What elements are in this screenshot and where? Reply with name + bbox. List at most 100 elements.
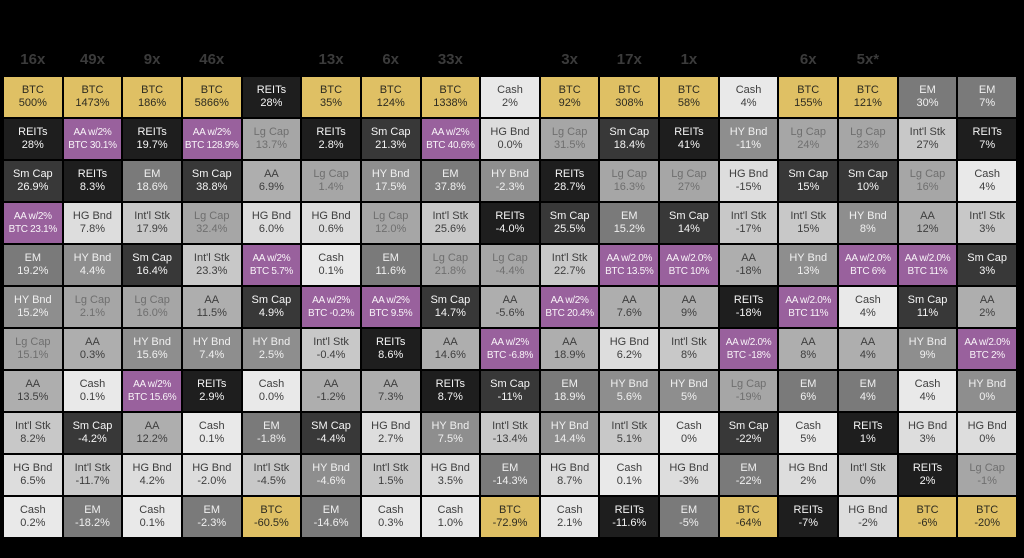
asset-cell-hybnd: HY Bnd 7.5% — [421, 413, 480, 453]
asset-cell-value: 1.4% — [318, 181, 344, 193]
asset-cell-label: REITs — [77, 167, 108, 180]
asset-cell-value: -60.5% — [253, 517, 289, 529]
asset-cell-cash: Cash 4% — [958, 161, 1016, 201]
asset-cell-btc: BTC 121% — [839, 77, 897, 117]
asset-cell-value: 8% — [800, 349, 817, 361]
asset-cell-value: 19.2% — [17, 265, 49, 277]
asset-cell-label: BTC — [677, 83, 700, 96]
asset-cell-value: BTC 20.4% — [545, 308, 594, 319]
asset-cell-label: AA — [264, 167, 279, 180]
asset-cell-label: Int'l Stk — [969, 209, 1006, 222]
asset-cell-value: -18% — [735, 307, 762, 319]
asset-cell-hybnd: HY Bnd -2.3% — [481, 161, 539, 201]
asset-cell-intl: Int'l Stk 23.3% — [182, 245, 241, 285]
asset-cell-label: REITs — [614, 503, 644, 516]
asset-cell-hgbnd: HG Bnd 7.8% — [63, 203, 122, 243]
asset-cell-label: Sm Cap — [12, 167, 53, 180]
asset-cell-hgbnd: HG Bnd 6.5% — [4, 455, 62, 495]
asset-cell-value: 2.8% — [318, 139, 344, 151]
asset-cell-cash: Cash 0.1% — [600, 455, 659, 495]
asset-cell-value: 11.6% — [375, 265, 406, 277]
asset-cell-em: EM 19.2% — [4, 245, 62, 285]
asset-cell-label: EM — [680, 503, 698, 516]
asset-cell-label: Sm Cap — [549, 209, 590, 222]
asset-cell-hybnd: HY Bnd 14.4% — [540, 413, 599, 453]
asset-cell-label: HY Bnd — [371, 167, 410, 180]
multiplier-label: 16x — [20, 50, 46, 68]
asset-cell-value: 7.5% — [437, 433, 463, 445]
asset-cell-btc: BTC -60.5% — [242, 497, 301, 537]
asset-cell-btc: BTC 5866% — [182, 77, 241, 117]
asset-cell-aa: AA 4% — [839, 329, 897, 369]
asset-cell-value: 58% — [677, 97, 700, 109]
asset-cell-label: REITs — [733, 293, 764, 306]
asset-cell-aa: AA 6.9% — [242, 161, 301, 201]
asset-cell-value: 4.2% — [139, 475, 165, 487]
asset-cell-value: 4% — [859, 391, 876, 403]
asset-cell-label: BTC — [498, 503, 521, 516]
multiplier-label — [958, 46, 1016, 72]
asset-cell-label: Cash — [497, 83, 523, 96]
asset-cell-value: 0% — [979, 391, 996, 403]
asset-cell-value: -6% — [917, 517, 938, 529]
asset-cell-value: BTC 6% — [850, 266, 886, 277]
asset-cell-reits: REITs 8.3% — [63, 161, 122, 201]
asset-cell-value: 16.3% — [613, 181, 645, 193]
asset-cell-aab: AA w/2% BTC -0.2% — [302, 287, 360, 327]
asset-cell-value: 6.0% — [258, 223, 284, 235]
asset-cell-reits: REITs 2.9% — [182, 371, 241, 411]
returns-grid: BTC 500% REITs 28% Sm Cap 26.9% AA w/2% BTC 23.… — [4, 77, 1016, 537]
asset-cell-value: 7% — [979, 97, 996, 109]
asset-cell-value: BTC 128.9% — [184, 140, 239, 151]
asset-cell-label: BTC — [21, 83, 44, 96]
asset-cell-value: 0.1% — [318, 265, 344, 277]
asset-cell-value: 7% — [979, 139, 996, 151]
asset-cell-hgbnd: HG Bnd -2.0% — [182, 455, 241, 495]
asset-cell-value: -7% — [798, 517, 818, 529]
asset-cell-value: 9% — [680, 307, 697, 319]
asset-cell-label: Lg Cap — [850, 125, 886, 138]
asset-cell-value: 14.7% — [434, 307, 466, 319]
asset-cell-label: HG Bnd — [907, 419, 948, 432]
asset-cell-aab: AA w/2% BTC 40.6% — [421, 119, 480, 159]
asset-cell-value: -64% — [735, 517, 762, 529]
asset-cell-hybnd: HY Bnd 5% — [660, 371, 718, 411]
asset-cell-label: Lg Cap — [313, 167, 349, 180]
asset-cell-label: Int'l Stk — [193, 251, 230, 264]
asset-cell-value: -5% — [679, 517, 699, 529]
asset-cell-label: AA w/2.0% — [964, 337, 1010, 348]
asset-cell-intl: Int'l Stk -17% — [719, 203, 778, 243]
asset-cell-label: BTC — [558, 83, 581, 96]
asset-cell-value: BTC 10% — [668, 266, 710, 277]
asset-cell-label: Int'l Stk — [790, 209, 827, 222]
asset-cell-value: 0% — [859, 475, 876, 487]
asset-cell-label: AA w/2% — [431, 127, 470, 138]
asset-cell-value: 1473% — [75, 97, 110, 109]
asset-cell-value: 0.1% — [616, 475, 642, 487]
asset-cell-value: 3% — [979, 223, 996, 235]
asset-cell-label: HG Bnd — [729, 167, 769, 180]
asset-cell-reits: REITs 2.8% — [302, 119, 360, 159]
asset-cell-label: Lg Cap — [909, 167, 946, 180]
asset-cell-reits: REITs 28% — [242, 77, 301, 117]
asset-cell-label: Cash — [974, 167, 1001, 180]
asset-cell-label: AA w/2% — [312, 295, 351, 306]
asset-cell-label: AA w/2.0% — [606, 253, 653, 264]
asset-cell-em: EM -5% — [660, 497, 718, 537]
asset-cell-value: 18.9% — [554, 391, 586, 403]
asset-cell-value: -4.2% — [78, 433, 107, 445]
asset-cell-label: Lg Cap — [372, 209, 409, 222]
asset-cell-label: Int'l Stk — [372, 461, 409, 474]
asset-cell-label: AA — [979, 293, 995, 306]
asset-cell-aab: AA w/2.0% BTC 2% — [958, 329, 1016, 369]
asset-cell-value: 0.0% — [258, 391, 284, 403]
asset-cell-reits: REITs 8.6% — [361, 329, 420, 369]
asset-cell-btc: BTC 124% — [361, 77, 420, 117]
asset-cell-lgcap: Lg Cap 23% — [839, 119, 897, 159]
asset-cell-value: 12.0% — [375, 223, 407, 235]
asset-cell-value: BTC 15.6% — [127, 392, 177, 403]
asset-cell-label: Sm Cap — [848, 167, 888, 180]
asset-cell-value: 8.6% — [378, 349, 404, 361]
asset-cell-label: AA — [204, 293, 220, 306]
asset-cell-value: 2.9% — [199, 391, 225, 403]
